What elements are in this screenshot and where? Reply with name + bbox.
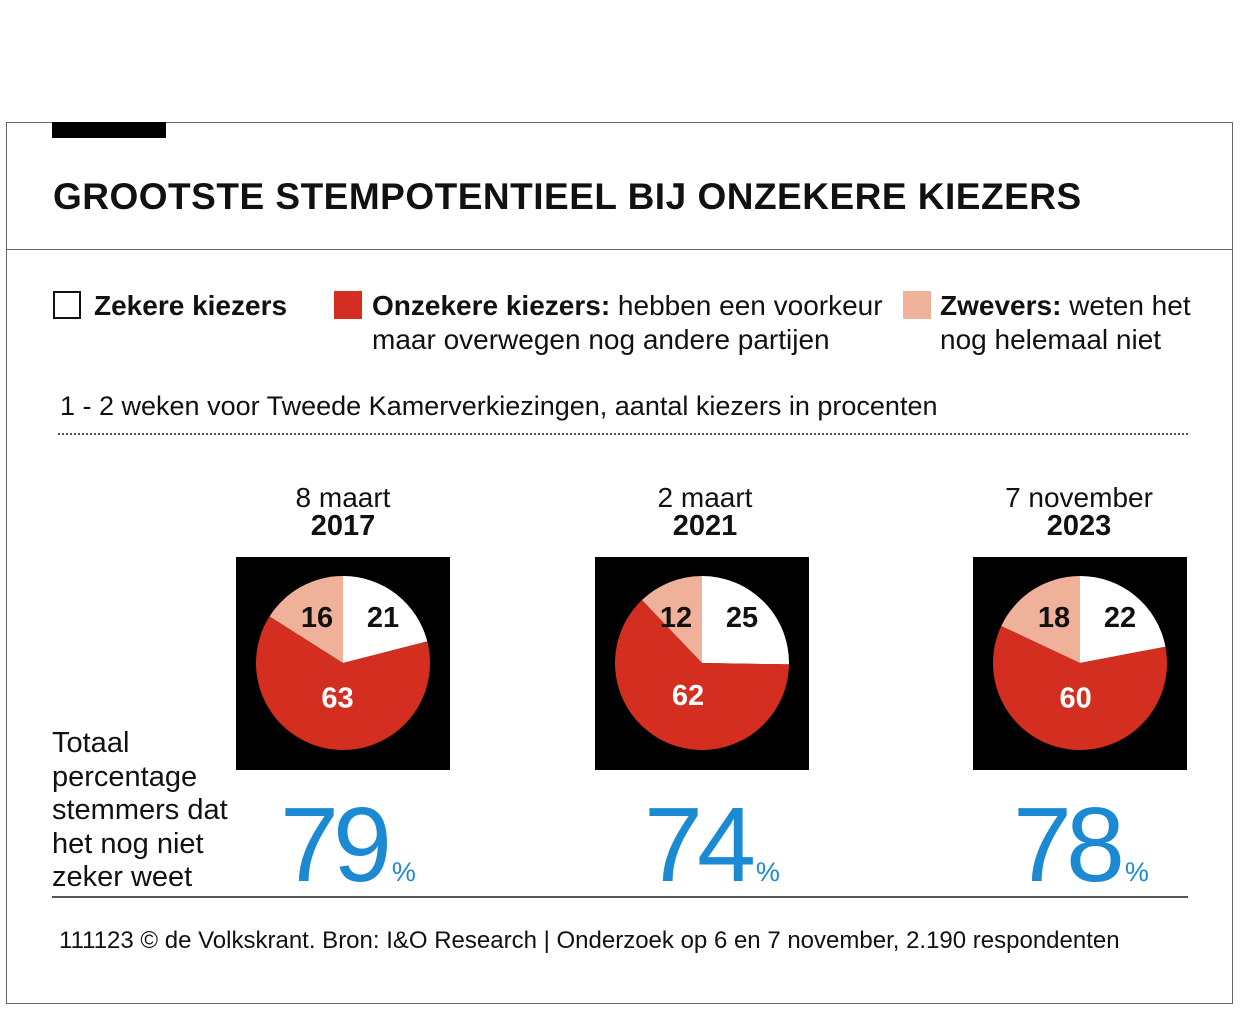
pie-2017: 21 63 16 xyxy=(236,557,450,770)
slice-zwevers xyxy=(641,576,702,663)
slice-onzeker xyxy=(256,616,430,750)
data-label: 22 xyxy=(1104,602,1136,634)
legend-swatch-zeker xyxy=(53,291,81,319)
data-label: 63 xyxy=(321,682,353,714)
data-label: 16 xyxy=(301,602,333,634)
slice-zwevers xyxy=(1001,576,1080,663)
legend-swatch-onzeker xyxy=(334,291,362,319)
total-label-line: het nog niet xyxy=(52,827,204,860)
total-label-line: Totaal xyxy=(52,727,130,759)
legend-swatch-zwevers xyxy=(903,291,931,319)
data-label: 21 xyxy=(367,602,399,634)
pie-2023: 22 60 18 xyxy=(973,557,1187,770)
slice-onzeker xyxy=(993,625,1167,750)
frame xyxy=(6,122,1233,1004)
data-label: 25 xyxy=(726,602,758,634)
legend-zeker: Zekere kiezers xyxy=(94,290,288,321)
top-accent-bar xyxy=(52,122,166,138)
date-label-2021: 2 maart 2021 xyxy=(657,482,753,542)
total-label: Totaal percentage stemmers dat het nog n… xyxy=(52,727,228,895)
slice-zeker xyxy=(1080,576,1166,663)
total-label-line: zeker weet xyxy=(52,861,193,893)
legend-onzeker: Onzekere kiezers: hebben een voorkeur maa… xyxy=(372,290,883,355)
slice-zwevers xyxy=(269,576,343,663)
total-label-line: stemmers dat xyxy=(52,794,228,826)
legend-zwevers: Zwevers: weten het nog helemaal niet xyxy=(940,290,1191,355)
total-2017: 79% xyxy=(280,786,416,904)
data-label: 62 xyxy=(672,680,704,712)
data-label: 60 xyxy=(1060,683,1092,715)
data-label: 18 xyxy=(1038,602,1070,634)
pie-2021: 25 62 12 xyxy=(595,557,809,770)
divider xyxy=(6,249,1233,250)
total-2021: 74% xyxy=(644,786,780,904)
slice-onzeker xyxy=(615,600,789,750)
slice-zeker xyxy=(343,576,428,663)
date-label-2017: 8 maart 2017 xyxy=(295,482,391,542)
chart-title: GROOTSTE STEMPOTENTIEEL BIJ ONZEKERE KIE… xyxy=(53,176,1082,217)
footer-source: 111123 © de Volkskrant. Bron: I&O Resear… xyxy=(59,927,1120,954)
total-label-line: percentage xyxy=(52,760,198,793)
dotted-divider xyxy=(58,433,1188,435)
subtitle: 1 - 2 weken voor Tweede Kamerverkiezinge… xyxy=(60,391,938,421)
baseline xyxy=(52,896,1188,898)
date-label-2023: 7 november 2023 xyxy=(1005,482,1153,542)
data-label: 12 xyxy=(660,602,692,634)
total-2023: 78% xyxy=(1013,786,1149,904)
slice-zeker xyxy=(702,576,789,665)
